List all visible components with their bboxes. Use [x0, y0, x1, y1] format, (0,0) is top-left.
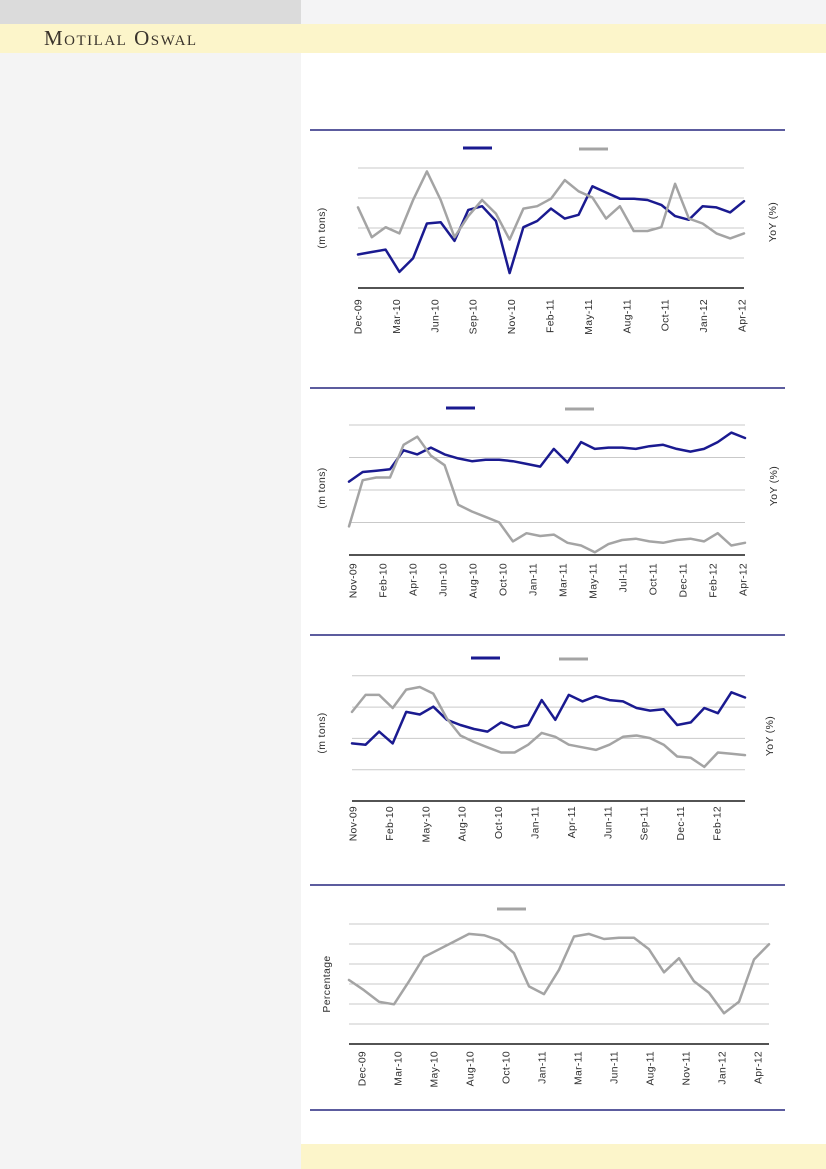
x-axis-tick-label: Jul-11 [619, 563, 630, 592]
x-axis-tick-label: Mar-11 [574, 1051, 585, 1085]
x-axis-tick-label: Aug-10 [469, 563, 480, 598]
series-line-navy-left-axis-series [350, 691, 747, 746]
x-axis-tick-label: Jan-12 [699, 299, 710, 333]
x-axis-tick-label: May-11 [589, 563, 600, 599]
x-axis-tick-label: Jun-11 [603, 806, 614, 839]
x-axis-tick-label: Jun-10 [430, 299, 441, 333]
x-axis-tick-label: Feb-11 [546, 299, 557, 333]
x-axis-tick-label: Jan-11 [538, 1051, 549, 1084]
x-axis-tick-label: Nov-10 [507, 299, 518, 334]
x-axis-tick-label: Oct-11 [649, 563, 660, 595]
x-axis-tick-label: Jan-11 [529, 563, 540, 596]
x-axis-tick-label: Oct-10 [499, 563, 510, 596]
x-axis-tick-label: Apr-11 [567, 806, 578, 838]
series-line-gray-right-axis-series [356, 170, 746, 241]
x-axis-tick-label: Oct-11 [661, 299, 672, 331]
chart-2: Nov-09 Feb-10 Apr-10 Jun-10 Aug-10 Oct-10 Jan-… [317, 406, 780, 599]
x-axis-tick-label: Feb-12 [713, 806, 724, 841]
series-line-gray-right-axis-series [347, 435, 747, 554]
x-axis-tick-label: Aug-10 [466, 1051, 477, 1086]
y-axis-label-left: Percentage [322, 955, 333, 1012]
x-axis-tick-label: Mar-10 [392, 299, 403, 334]
y-axis-label-right: YoY (%) [765, 716, 776, 756]
x-axis-tick-label: Feb-10 [385, 806, 396, 841]
x-axis-tick-label: Nov-09 [349, 563, 360, 598]
x-axis-tick-label: Aug-11 [646, 1051, 657, 1086]
x-axis-tick-label: Apr-12 [739, 563, 750, 596]
left-margin-panel [0, 0, 301, 1169]
series-line-gray-right-axis-series [350, 685, 747, 769]
x-axis-tick-label: Jan-11 [531, 806, 542, 839]
x-axis-tick-label: Jun-10 [439, 563, 450, 597]
x-axis-tick-label: Aug-11 [622, 299, 633, 334]
chart-3: Nov-09 Feb-10 May-10 Aug-10 Oct-10 Jan-11 Apr-… [317, 656, 776, 842]
x-axis-tick-label: Dec-11 [676, 806, 687, 841]
x-axis-tick-label: Dec-09 [354, 299, 365, 334]
x-axis-tick-label: Feb-10 [379, 563, 390, 598]
x-axis-tick-label: Apr-12 [754, 1051, 765, 1084]
x-axis-tick-label: Jan-12 [718, 1051, 729, 1085]
x-axis-tick-label: Feb-12 [709, 563, 720, 598]
x-axis-tick-label: May-10 [421, 806, 432, 842]
y-axis-label-right: YoY (%) [769, 466, 780, 506]
brand-band: Motilal Oswal [0, 24, 826, 53]
brand-logo-text: Motilal Oswal [44, 26, 198, 50]
x-axis-tick-label: Jun-11 [610, 1051, 621, 1084]
x-axis-tick-label: Aug-10 [458, 806, 469, 841]
x-axis-tick-label: Mar-11 [559, 563, 570, 597]
y-axis-label-right: YoY (%) [768, 202, 779, 242]
chart-4: Dec-09 Mar-10 May-10 Aug-10 Oct-10 Jan-11 Mar-… [322, 907, 771, 1087]
y-axis-label-left: (m tons) [317, 207, 328, 248]
x-axis-tick-label: Dec-09 [358, 1051, 369, 1086]
y-axis-label-left: (m tons) [317, 712, 328, 753]
header-gray-block [0, 0, 301, 24]
x-axis-tick-label: Sep-10 [469, 299, 480, 334]
series-line-navy-left-axis-series [356, 185, 746, 275]
series-line-navy-left-axis-series [347, 431, 747, 483]
x-axis-tick-label: Oct-10 [502, 1051, 513, 1084]
footer-band [301, 1144, 826, 1169]
series-line-gray-series [347, 932, 771, 1015]
x-axis-tick-label: May-11 [584, 299, 595, 335]
x-axis-tick-label: Nov-09 [349, 806, 360, 841]
x-axis-tick-label: Sep-11 [640, 806, 651, 841]
x-axis-tick-label: Nov-11 [682, 1051, 693, 1086]
y-axis-label-left: (m tons) [317, 467, 328, 508]
x-axis-tick-label: Apr-10 [409, 563, 420, 596]
x-axis-tick-label: May-10 [430, 1051, 441, 1087]
x-axis-tick-label: Oct-10 [494, 806, 505, 839]
x-axis-tick-label: Mar-10 [394, 1051, 405, 1086]
x-axis-tick-label: Apr-12 [738, 299, 749, 332]
x-axis-tick-label: Dec-11 [679, 563, 690, 598]
chart-1: Dec-09 Mar-10 Jun-10 Sep-10 Nov-10 Feb-11 May-… [317, 146, 779, 335]
header-top-strip [301, 0, 826, 24]
